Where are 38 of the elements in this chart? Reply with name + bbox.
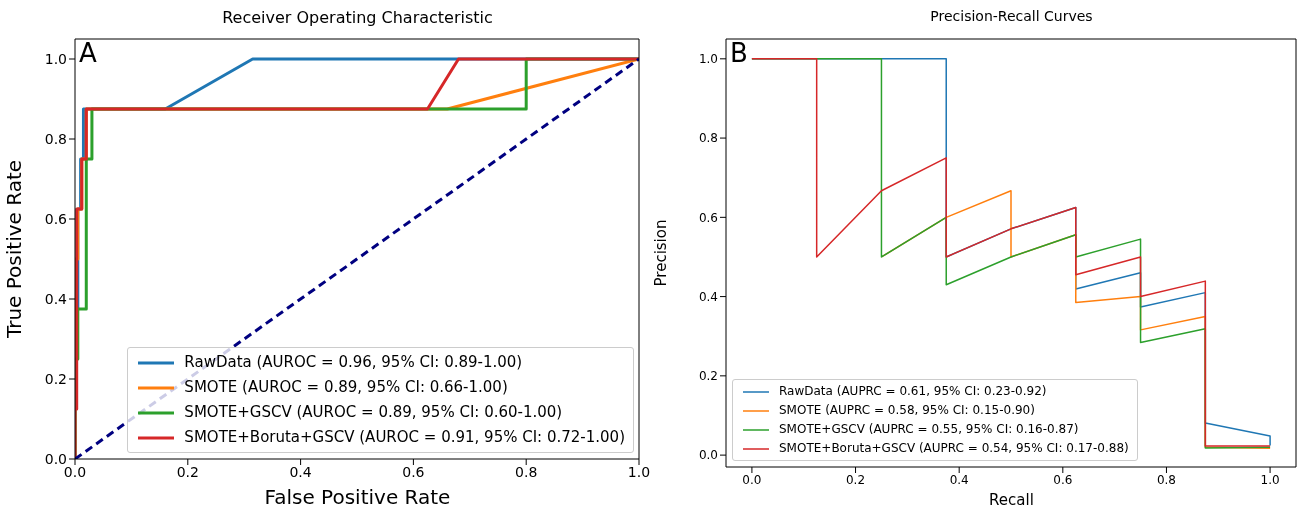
x-tick-label: 1.0 <box>627 463 651 480</box>
y-tick-label: 0.8 <box>698 131 718 146</box>
y-tick-label: 0.0 <box>698 448 718 463</box>
x-tick-label: 0.0 <box>742 472 762 487</box>
x-tick-label: 1.0 <box>1260 472 1280 487</box>
legend-label: RawData (AUPRC = 0.61, 95% CI: 0.23-0.92) <box>779 383 1047 400</box>
x-axis-title: Recall <box>988 490 1035 509</box>
legend-label: SMOTE (AUPRC = 0.58, 95% CI: 0.15-0.90) <box>779 402 1035 419</box>
y-tick-label: 0.8 <box>44 130 67 147</box>
legend-label: SMOTE+GSCV (AUROC = 0.89, 95% CI: 0.60-1.00) <box>184 402 563 423</box>
annotation: B <box>730 38 748 68</box>
x-tick-label: 0.4 <box>289 463 312 480</box>
y-tick-label: 0.6 <box>698 210 718 225</box>
chart-title: Receiver Operating Characteristic <box>221 8 494 27</box>
chart-title: Precision-Recall Curves <box>929 8 1094 24</box>
y-tick-label: 0.2 <box>44 370 67 387</box>
legend-label: SMOTE+Boruta+GSCV (AUROC = 0.91, 95% CI: 0.72-1.00) <box>184 427 625 448</box>
x-tick-label: 0.8 <box>515 463 538 480</box>
legend-label: SMOTE+GSCV (AUPRC = 0.55, 95% CI: 0.16-0.87) <box>779 421 1079 438</box>
legend-label: RawData (AUROC = 0.96, 95% CI: 0.89-1.00) <box>184 352 523 373</box>
legend-label: SMOTE (AUROC = 0.89, 95% CI: 0.66-1.00) <box>184 377 508 398</box>
x-tick-label: 0.4 <box>949 472 969 487</box>
y-axis-title: True Positive Rate <box>2 159 26 338</box>
x-tick-label: 0.8 <box>1156 472 1176 487</box>
y-tick-label: 0.4 <box>698 289 718 304</box>
x-tick-label: 0.6 <box>402 463 425 480</box>
annotation: A <box>79 38 97 68</box>
y-axis-title: Precision <box>651 219 670 286</box>
y-tick-label: 0.2 <box>698 369 718 384</box>
x-tick-label: 0.2 <box>846 472 866 487</box>
y-tick-label: 0.6 <box>44 210 68 227</box>
y-tick-label: 0.4 <box>44 290 68 307</box>
y-tick-label: 1.0 <box>698 52 718 67</box>
x-tick-label: 0.6 <box>1053 472 1073 487</box>
x-axis-title: False Positive Rate <box>263 485 452 509</box>
y-tick-label: 1.0 <box>44 50 67 67</box>
legend-label: SMOTE+Boruta+GSCV (AUPRC = 0.54, 95% CI: 0.17-0.88) <box>779 440 1129 457</box>
x-tick-label: 0.2 <box>176 463 199 480</box>
